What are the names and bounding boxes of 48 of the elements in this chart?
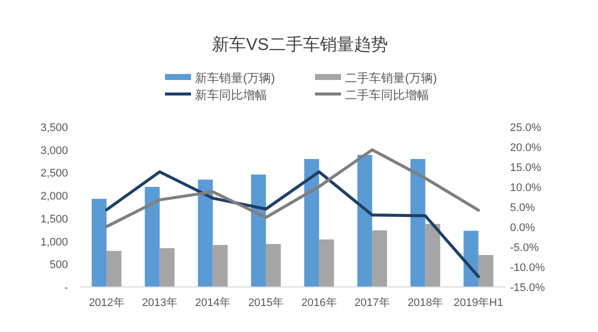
bar	[464, 230, 478, 287]
line-series	[105, 148, 480, 228]
y2-tick-label: 15.0%	[510, 162, 542, 174]
y2-tick-label: -15.0%	[510, 282, 546, 294]
y-tick-label: 500	[50, 259, 68, 272]
legend-label: 二手车同比增幅	[345, 88, 429, 102]
x-tick-label: 2016年	[301, 297, 337, 309]
chart-title: 新车VS二手车销量趋势	[212, 35, 388, 54]
x-tick-label: 2012年	[88, 297, 124, 309]
bar	[251, 174, 266, 287]
y-tick-label: 3,500	[40, 122, 68, 134]
legend-label: 二手车销量(万辆)	[345, 71, 437, 85]
x-tick-label: 2014年	[195, 297, 231, 309]
bar	[304, 159, 320, 287]
bar	[478, 255, 494, 287]
bar	[212, 244, 228, 287]
bar	[106, 250, 122, 287]
legend-label: 新车销量(万辆)	[195, 71, 275, 85]
y2-tick-label: 5.0%	[510, 202, 536, 214]
y-tick-label: 1,000	[40, 236, 68, 248]
x-tick-label: 2019年H1	[454, 297, 504, 309]
bar	[198, 180, 213, 287]
y-tick-label: 1,500	[40, 213, 68, 226]
y2-tick-label: 10.0%	[510, 182, 542, 194]
bar	[410, 159, 426, 287]
y-tick-label: 2,500	[40, 168, 68, 180]
bar	[92, 198, 107, 287]
bar	[357, 154, 372, 287]
y-tick-label: 2,000	[40, 190, 68, 203]
y2-tick-label: 25.0%	[510, 122, 542, 134]
y-tick-label: -	[64, 282, 68, 294]
legend-label: 新车同比增幅	[195, 88, 267, 102]
x-tick-label: 2018年	[408, 297, 444, 309]
bar	[160, 248, 175, 287]
y2-tick-label: -10.0%	[510, 262, 546, 274]
bar	[372, 230, 388, 287]
y2-tick-label: 20.0%	[510, 142, 542, 154]
y2-tick-label: -5.0%	[510, 242, 539, 254]
line-series	[105, 170, 480, 278]
bar	[319, 239, 334, 287]
x-tick-label: 2015年	[248, 297, 284, 309]
x-tick-label: 2017年	[354, 297, 390, 309]
bar	[266, 244, 281, 287]
x-tick-label: 2013年	[142, 297, 178, 309]
y2-tick-label: 0.0%	[510, 222, 536, 234]
bar	[144, 186, 160, 287]
y-tick-label: 3,000	[40, 144, 68, 157]
bar	[425, 224, 440, 287]
